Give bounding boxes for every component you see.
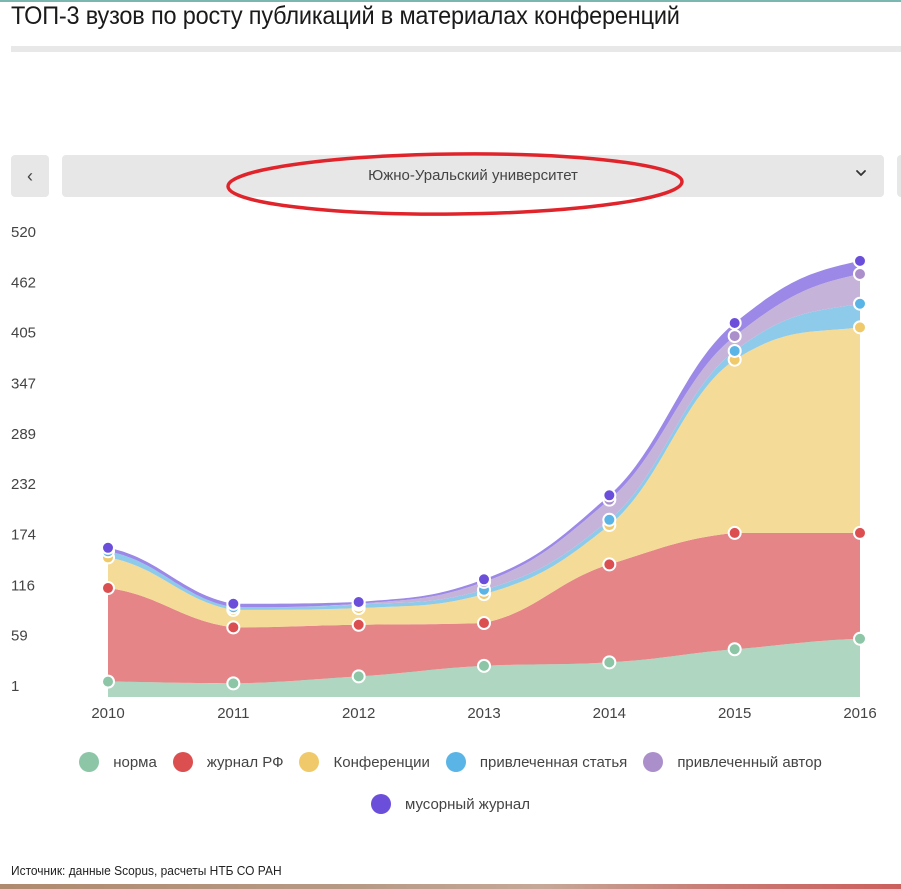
- y-tick-label: 174: [11, 527, 36, 544]
- area-5: [108, 260, 860, 608]
- legend-label: журнал РФ: [206, 753, 284, 771]
- x-axis: 2010 2011 2012 2013 2014 2015 2016: [91, 705, 876, 722]
- x-tick-label: 2010: [91, 705, 124, 722]
- legend-label: норма: [113, 753, 157, 771]
- previous-button[interactable]: ‹: [11, 155, 49, 197]
- data-point[interactable]: [853, 296, 867, 311]
- x-tick-label: 2013: [467, 705, 500, 722]
- x-tick-label: 2012: [342, 705, 375, 722]
- y-tick-label: 462: [11, 275, 36, 292]
- data-point[interactable]: [351, 669, 366, 684]
- data-point[interactable]: [727, 315, 742, 330]
- legend-label: мусорный журнал: [404, 795, 531, 813]
- legend-item[interactable]: норма: [79, 752, 157, 772]
- y-tick-label: 1: [11, 678, 19, 695]
- selected-university: Южно-Уральский университет: [368, 167, 578, 184]
- data-point[interactable]: [226, 596, 241, 611]
- legend-swatch: [299, 752, 320, 772]
- data-point[interactable]: [477, 658, 491, 673]
- chevron-left-icon: ‹: [27, 165, 33, 186]
- legend-item[interactable]: привлеченная статья: [445, 752, 628, 772]
- data-point[interactable]: [477, 572, 491, 587]
- y-tick-label: 520: [11, 224, 36, 241]
- stacked-area-chart: 520 462 405 347 289 232 174 116 59 1 2010 2011 2012…: [11, 224, 877, 722]
- source-note: Источник: данные Scopus, расчеты НТБ СО …: [11, 863, 282, 878]
- legend-item[interactable]: журнал РФ: [172, 752, 284, 772]
- data-point[interactable]: [853, 266, 867, 281]
- chevron-down-icon: [856, 170, 866, 176]
- legend-label: привлеченный автор: [677, 753, 822, 771]
- data-point[interactable]: [477, 616, 491, 631]
- data-point[interactable]: [351, 617, 366, 632]
- legend-swatch: [643, 752, 664, 772]
- next-button[interactable]: [897, 155, 901, 197]
- data-point[interactable]: [853, 253, 867, 268]
- top-rule: [0, 0, 901, 2]
- legend-row-1: норма журнал РФ Конференции привлеченная ст…: [0, 752, 901, 772]
- data-point[interactable]: [602, 512, 617, 527]
- data-point[interactable]: [101, 540, 115, 555]
- area-4: [108, 273, 860, 608]
- legend-label: привлеченная статья: [479, 753, 628, 771]
- data-point[interactable]: [226, 620, 241, 635]
- title-divider: [11, 46, 901, 52]
- area-3: [108, 303, 860, 610]
- legend-item[interactable]: мусорный журнал: [370, 794, 531, 814]
- legend-label: Конференции: [333, 753, 430, 771]
- university-select[interactable]: Южно-Уральский университет: [62, 155, 884, 197]
- data-point[interactable]: [602, 488, 617, 503]
- legend-item[interactable]: Конференции: [299, 752, 430, 772]
- data-point[interactable]: [727, 525, 742, 540]
- data-points: [101, 253, 867, 691]
- data-point[interactable]: [727, 642, 742, 657]
- legend-swatch: [79, 752, 100, 772]
- x-tick-label: 2016: [843, 705, 876, 722]
- data-point[interactable]: [602, 557, 617, 572]
- area-2: [108, 327, 860, 628]
- legend-swatch: [172, 752, 193, 772]
- legend-swatch: [445, 752, 466, 772]
- data-point[interactable]: [853, 631, 867, 646]
- y-tick-label: 232: [11, 476, 36, 493]
- data-point[interactable]: [101, 581, 115, 596]
- data-point[interactable]: [727, 329, 742, 344]
- y-tick-label: 347: [11, 375, 36, 392]
- area-1: [108, 532, 860, 684]
- data-point[interactable]: [101, 674, 115, 689]
- y-tick-label: 116: [11, 577, 35, 594]
- data-point[interactable]: [602, 655, 617, 670]
- y-tick-label: 405: [11, 325, 36, 342]
- data-point[interactable]: [351, 595, 366, 610]
- data-point[interactable]: [226, 676, 241, 691]
- x-tick-label: 2014: [593, 705, 626, 722]
- x-tick-label: 2015: [718, 705, 751, 722]
- x-tick-label: 2011: [217, 705, 249, 722]
- page-title: ТОП-3 вузов по росту публикаций в матери…: [11, 2, 680, 30]
- legend-swatch: [370, 794, 391, 814]
- data-point[interactable]: [727, 343, 742, 358]
- y-tick-label: 59: [11, 627, 28, 644]
- data-point[interactable]: [853, 320, 867, 335]
- y-tick-label: 289: [11, 426, 36, 443]
- legend-row-2: мусорный журнал: [0, 794, 901, 814]
- area-layers: [108, 260, 860, 697]
- data-point[interactable]: [853, 525, 867, 540]
- legend-item[interactable]: привлеченный автор: [643, 752, 822, 772]
- bottom-strip: [0, 884, 901, 889]
- y-axis: 520 462 405 347 289 232 174 116 59 1: [11, 224, 36, 695]
